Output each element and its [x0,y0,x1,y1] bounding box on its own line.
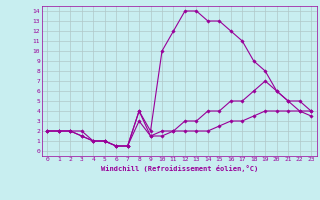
X-axis label: Windchill (Refroidissement éolien,°C): Windchill (Refroidissement éolien,°C) [100,165,258,172]
